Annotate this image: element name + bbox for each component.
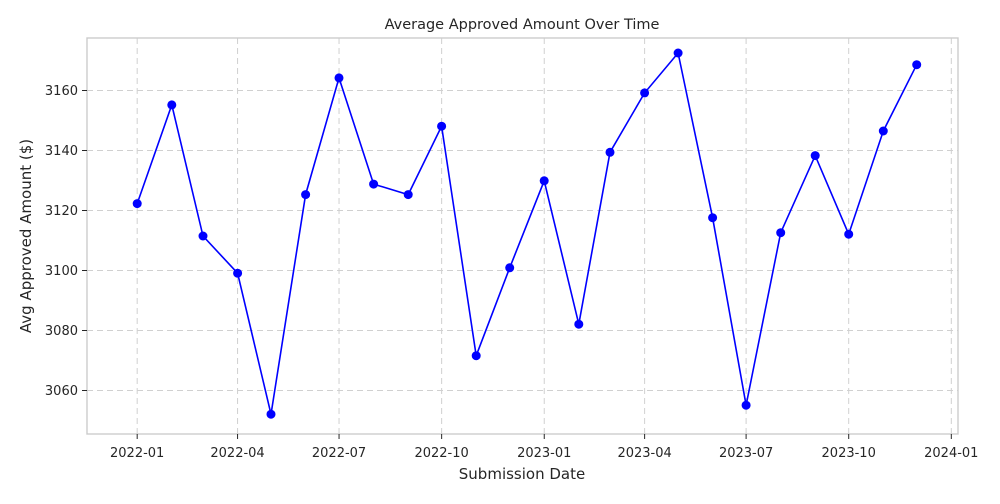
y-tick-label: 3060 <box>45 384 78 399</box>
data-point <box>878 126 888 136</box>
y-tick-label: 3100 <box>45 264 78 279</box>
y-tick-label: 3120 <box>45 204 78 219</box>
y-tick-label: 3140 <box>45 144 78 159</box>
data-point <box>301 190 311 200</box>
x-axis-label: Submission Date <box>459 465 585 483</box>
x-tick-label: 2023-01 <box>517 446 571 461</box>
data-point <box>574 319 584 329</box>
series-layer <box>132 48 922 419</box>
x-tick-label: 2023-10 <box>822 446 876 461</box>
data-point <box>369 179 379 189</box>
data-point <box>844 229 854 239</box>
data-point <box>403 190 413 200</box>
data-point <box>605 147 615 157</box>
x-tick-label: 2023-04 <box>617 446 671 461</box>
tick-layer: 2022-01 2022-04 2022-07 2022-10 2023-01 2023-… <box>45 84 979 461</box>
data-point <box>912 60 922 70</box>
data-point <box>505 263 515 273</box>
data-point <box>810 151 820 161</box>
plot-frame <box>86 37 959 435</box>
x-tick-label: 2022-04 <box>210 446 264 461</box>
grid-layer <box>87 38 958 434</box>
data-point <box>741 400 751 410</box>
series-line <box>136 51 918 415</box>
data-point <box>471 351 481 361</box>
data-point <box>708 213 718 223</box>
data-point <box>167 100 177 110</box>
y-tick-label: 3160 <box>45 84 78 99</box>
data-point <box>673 48 683 58</box>
x-tick-label: 2022-10 <box>414 446 468 461</box>
y-tick-label: 3080 <box>45 324 78 339</box>
data-point <box>266 409 276 419</box>
y-axis-label: Avg Approved Amount ($) <box>17 139 35 333</box>
data-point <box>233 268 243 278</box>
data-point <box>334 73 344 83</box>
x-tick-label: 2023-07 <box>719 446 773 461</box>
x-tick-label: 2024-01 <box>924 446 978 461</box>
data-point <box>640 88 650 98</box>
x-tick-label: 2022-07 <box>312 446 366 461</box>
data-point <box>437 121 447 131</box>
data-point <box>132 199 142 209</box>
data-point <box>539 176 549 186</box>
chart-title: Average Approved Amount Over Time <box>385 17 660 33</box>
data-point <box>776 228 786 238</box>
data-point <box>198 231 208 241</box>
x-tick-label: 2022-01 <box>110 446 164 461</box>
